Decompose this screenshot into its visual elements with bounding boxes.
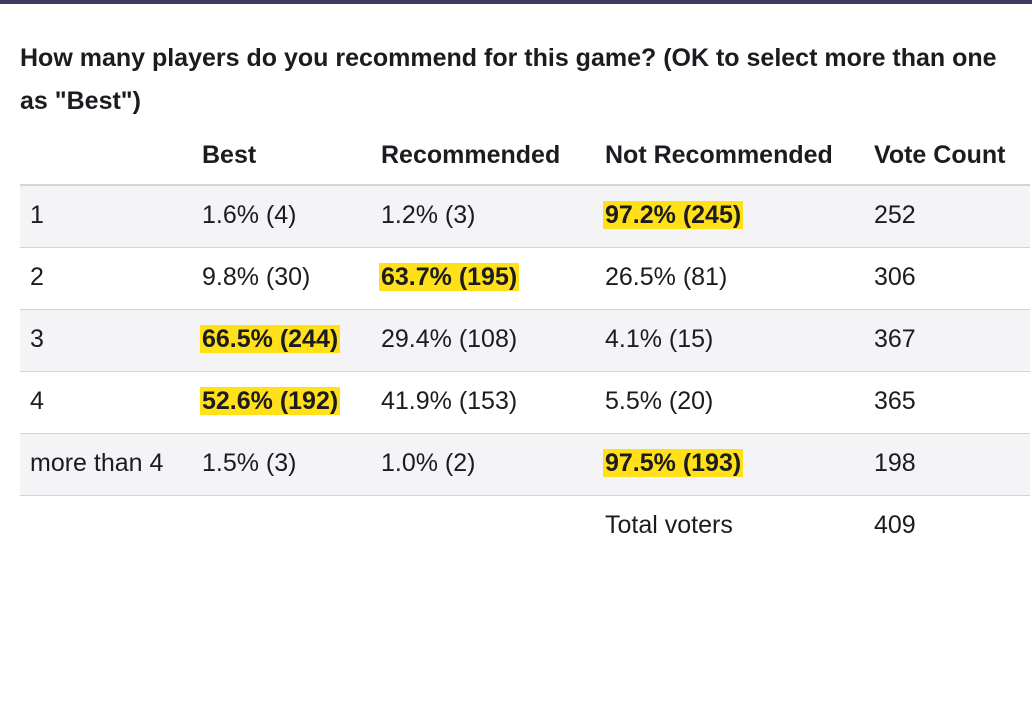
vote-count-cell: 198 [864, 433, 1030, 496]
player-count-poll: How many players do you recommend for th… [20, 37, 1030, 557]
player-count: 3 [30, 325, 44, 353]
player-count-cell: 3 [20, 309, 192, 372]
header-row: Best Recommended Not Recommended Vote Co… [20, 134, 1030, 186]
best-value: 66.5% (244) [200, 325, 341, 353]
player-count: 4 [30, 387, 44, 415]
table-row: 3 66.5% (244) 29.4% (108) 4.1% (15) 367 [20, 309, 1030, 372]
table-row: 4 52.6% (192) 41.9% (153) 5.5% (20) 365 [20, 371, 1030, 434]
recommended-cell: 1.0% (2) [371, 433, 595, 496]
recommended-value: 63.7% (195) [379, 263, 520, 291]
recommended-cell: 29.4% (108) [371, 309, 595, 372]
total-voters-value: 409 [874, 511, 916, 539]
not-recommended-value: 97.5% (193) [603, 449, 744, 477]
player-count-cell: more than 4 [20, 433, 192, 496]
vote-count-value: 367 [874, 325, 916, 353]
best-value: 1.5% (3) [202, 449, 297, 477]
vote-count-cell: 365 [864, 371, 1030, 434]
header-recommended: Recommended [371, 134, 595, 186]
vote-count-value: 198 [874, 449, 916, 477]
player-count-cell: 2 [20, 247, 192, 310]
not-recommended-cell: 97.2% (245) [595, 185, 864, 248]
best-cell: 52.6% (192) [192, 371, 371, 434]
player-count: 1 [30, 201, 44, 229]
not-recommended-cell: 4.1% (15) [595, 309, 864, 372]
table-row: 2 9.8% (30) 63.7% (195) 26.5% (81) 306 [20, 247, 1030, 310]
recommended-cell: 41.9% (153) [371, 371, 595, 434]
best-cell: 1.6% (4) [192, 185, 371, 248]
empty-cell [20, 496, 192, 558]
top-bar [0, 0, 1032, 4]
best-value: 9.8% (30) [202, 263, 311, 291]
vote-count-cell: 306 [864, 247, 1030, 310]
recommended-value: 29.4% (108) [381, 325, 518, 353]
recommended-value: 41.9% (153) [381, 387, 518, 415]
empty-cell [371, 496, 595, 558]
not-recommended-value: 26.5% (81) [605, 263, 728, 291]
player-count-cell: 4 [20, 371, 192, 434]
vote-count-value: 365 [874, 387, 916, 415]
table-row: 1 1.6% (4) 1.2% (3) 97.2% (245) 252 [20, 185, 1030, 248]
total-row: Total voters 409 [20, 496, 1030, 558]
not-recommended-cell: 5.5% (20) [595, 371, 864, 434]
vote-count-cell: 252 [864, 185, 1030, 248]
header-not-recommended: Not Recommended [595, 134, 864, 186]
recommended-cell: 1.2% (3) [371, 185, 595, 248]
recommended-value: 1.2% (3) [381, 201, 476, 229]
best-cell: 9.8% (30) [192, 247, 371, 310]
poll-table: Best Recommended Not Recommended Vote Co… [20, 134, 1030, 557]
best-cell: 66.5% (244) [192, 309, 371, 372]
total-value-cell: 409 [864, 496, 1030, 558]
recommended-cell: 63.7% (195) [371, 247, 595, 310]
best-value: 52.6% (192) [200, 387, 341, 415]
not-recommended-cell: 97.5% (193) [595, 433, 864, 496]
table-row: more than 4 1.5% (3) 1.0% (2) 97.5% (193… [20, 433, 1030, 496]
poll-question: How many players do you recommend for th… [20, 44, 997, 115]
vote-count-cell: 367 [864, 309, 1030, 372]
not-recommended-value: 5.5% (20) [605, 387, 714, 415]
not-recommended-value: 97.2% (245) [603, 201, 744, 229]
vote-count-value: 306 [874, 263, 916, 291]
poll-table-body: 1 1.6% (4) 1.2% (3) 97.2% (245) 252 2 9.… [20, 185, 1030, 557]
player-count-cell: 1 [20, 185, 192, 248]
total-label-cell: Total voters [595, 496, 864, 558]
player-count: more than 4 [30, 449, 164, 477]
header-players [20, 134, 192, 186]
poll-table-header: Best Recommended Not Recommended Vote Co… [20, 134, 1030, 186]
player-count: 2 [30, 263, 44, 291]
total-voters-label: Total voters [605, 511, 733, 539]
best-value: 1.6% (4) [202, 201, 297, 229]
header-best: Best [192, 134, 371, 186]
not-recommended-cell: 26.5% (81) [595, 247, 864, 310]
header-vote-count: Vote Count [864, 134, 1030, 186]
not-recommended-value: 4.1% (15) [605, 325, 714, 353]
recommended-value: 1.0% (2) [381, 449, 476, 477]
best-cell: 1.5% (3) [192, 433, 371, 496]
vote-count-value: 252 [874, 201, 916, 229]
empty-cell [192, 496, 371, 558]
